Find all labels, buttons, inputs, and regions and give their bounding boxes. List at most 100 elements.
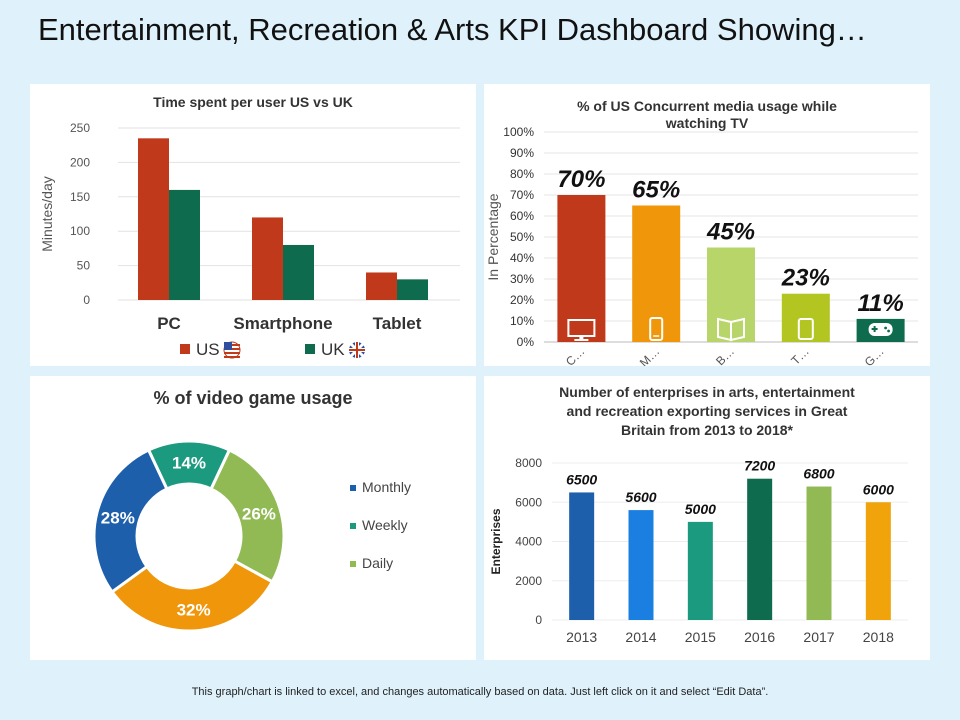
chart-title-line-2: and recreation exporting services in Gre… xyxy=(567,403,848,419)
x-tick-label: T… xyxy=(788,344,812,366)
bar-uk-pc[interactable] xyxy=(169,189,200,300)
chart-title-line-2: watching TV xyxy=(665,115,749,131)
legend-item-monthly[interactable]: Monthly xyxy=(350,479,411,495)
y-tick-label: 0 xyxy=(83,293,90,307)
bar-uk-smartphone[interactable] xyxy=(283,244,314,300)
smartphone-icon xyxy=(649,317,664,341)
y-tick-label: 6000 xyxy=(515,495,542,509)
bar-year-2018[interactable] xyxy=(865,502,891,620)
panel-media-usage: % of US Concurrent media usage while watc… xyxy=(484,84,930,366)
x-tick-label: 2018 xyxy=(863,629,894,645)
bar-uk-tablet[interactable] xyxy=(397,279,428,300)
legend-label: Daily xyxy=(362,555,393,571)
bar-us-tablet[interactable] xyxy=(366,272,397,300)
chart-title: Time spent per user US vs UK xyxy=(153,94,353,110)
bar-media-4[interactable] xyxy=(781,293,830,342)
bar-media-2[interactable] xyxy=(632,205,681,343)
y-tick-label: 8000 xyxy=(515,456,542,470)
y-tick-label: 100% xyxy=(503,125,534,139)
y-tick-label: 0% xyxy=(517,335,535,349)
us-flag-icon xyxy=(223,341,241,359)
gamepad-icon xyxy=(868,323,893,336)
chart-title-line-1: % of US Concurrent media usage while xyxy=(577,98,837,114)
y-axis-label: In Percentage xyxy=(485,193,501,280)
x-tick-label: C… xyxy=(563,344,588,366)
data-label: 6800 xyxy=(803,466,834,482)
data-label: 23% xyxy=(781,265,830,292)
x-tick-label: 2013 xyxy=(566,629,597,645)
chart-title: % of video game usage xyxy=(153,388,352,408)
chart-title-line-3: Britain from 2013 to 2018* xyxy=(621,422,794,438)
donut-slice-3[interactable] xyxy=(110,559,275,633)
bar-media-1[interactable] xyxy=(557,195,606,342)
y-tick-label: 200 xyxy=(70,155,90,169)
x-tick-label: 2015 xyxy=(685,629,716,645)
x-tick-label: PC xyxy=(157,314,181,333)
y-tick-label: 100 xyxy=(70,224,90,238)
bar-year-2016[interactable] xyxy=(747,478,773,620)
x-tick-label: G… xyxy=(862,344,887,366)
donut-slice-4[interactable] xyxy=(92,448,169,594)
slice-label: 14% xyxy=(172,454,206,473)
y-tick-label: 10% xyxy=(510,314,534,328)
chart-title-line-1: Number of enterprises in arts, entertain… xyxy=(559,384,855,400)
legend-label: Monthly xyxy=(362,479,411,495)
y-tick-label: 250 xyxy=(70,121,90,135)
media-usage-chart[interactable]: % of US Concurrent media usage whilewatc… xyxy=(484,84,930,366)
legend-item-daily[interactable]: Daily xyxy=(350,555,393,571)
data-label: 70% xyxy=(557,166,605,193)
y-axis-label: Minutes/day xyxy=(39,176,55,251)
y-tick-label: 50 xyxy=(77,259,91,273)
bar-year-2013[interactable] xyxy=(569,492,595,620)
legend-label: Weekly xyxy=(362,517,408,533)
y-tick-label: 20% xyxy=(510,293,534,307)
panel-time-spent: Time spent per user US vs UK 0 50 100 150 200… xyxy=(30,84,476,366)
y-tick-label: 80% xyxy=(510,167,534,181)
y-tick-label: 90% xyxy=(510,146,534,160)
y-tick-label: 2000 xyxy=(515,574,542,588)
x-tick-label: 2017 xyxy=(803,629,834,645)
bar-year-2014[interactable] xyxy=(628,510,654,620)
legend-item-weekly[interactable]: Weekly xyxy=(350,517,408,533)
x-tick-label: B… xyxy=(713,344,737,366)
data-label: 6000 xyxy=(863,481,894,497)
legend-swatch xyxy=(305,344,315,354)
y-tick-label: 4000 xyxy=(515,535,542,549)
data-label: 6500 xyxy=(566,471,597,487)
y-tick-label: 70% xyxy=(510,188,534,202)
bar-year-2017[interactable] xyxy=(806,486,832,620)
legend-item-us[interactable]: US xyxy=(180,340,241,359)
x-tick-label: M… xyxy=(637,344,662,366)
legend-item-uk[interactable]: UK xyxy=(305,340,365,359)
slice-label: 32% xyxy=(177,600,211,619)
data-label: 5600 xyxy=(625,489,656,505)
panel-video-game: % of video game usage 14% 26% 32% 28% Monthly… xyxy=(30,376,476,660)
data-label: 45% xyxy=(706,219,755,246)
enterprises-chart[interactable]: Number of enterprises in arts, entertain… xyxy=(484,376,930,660)
data-label: 5000 xyxy=(685,501,716,517)
y-tick-label: 30% xyxy=(510,272,534,286)
data-label: 11% xyxy=(857,290,903,317)
monitor-icon xyxy=(567,319,596,341)
bar-us-pc[interactable] xyxy=(138,138,169,300)
x-tick-label: 2014 xyxy=(625,629,656,645)
page-title: Entertainment, Recreation & Arts KPI Das… xyxy=(38,12,867,47)
uk-flag-icon xyxy=(349,342,365,358)
time-spent-chart[interactable]: Time spent per user US vs UK 0 50 100 150 200… xyxy=(30,84,476,366)
data-label: 7200 xyxy=(744,458,775,474)
legend-label: UK xyxy=(321,340,345,359)
footer-note: This graph/chart is linked to excel, and… xyxy=(191,686,769,698)
donut-slice-2[interactable] xyxy=(209,448,286,584)
legend-label: US xyxy=(196,340,220,359)
legend-swatch xyxy=(350,561,356,567)
tablet-icon xyxy=(797,318,814,340)
legend-swatch xyxy=(350,523,356,529)
bar-year-2015[interactable] xyxy=(687,521,713,620)
bar-us-smartphone[interactable] xyxy=(252,217,283,300)
x-tick-label: 2016 xyxy=(744,629,775,645)
y-tick-label: 150 xyxy=(70,190,90,204)
y-tick-label: 0 xyxy=(535,613,542,627)
data-label: 65% xyxy=(632,177,680,204)
video-game-chart[interactable]: % of video game usage 14% 26% 32% 28% Monthly… xyxy=(30,376,476,660)
y-tick-label: 40% xyxy=(510,251,534,265)
